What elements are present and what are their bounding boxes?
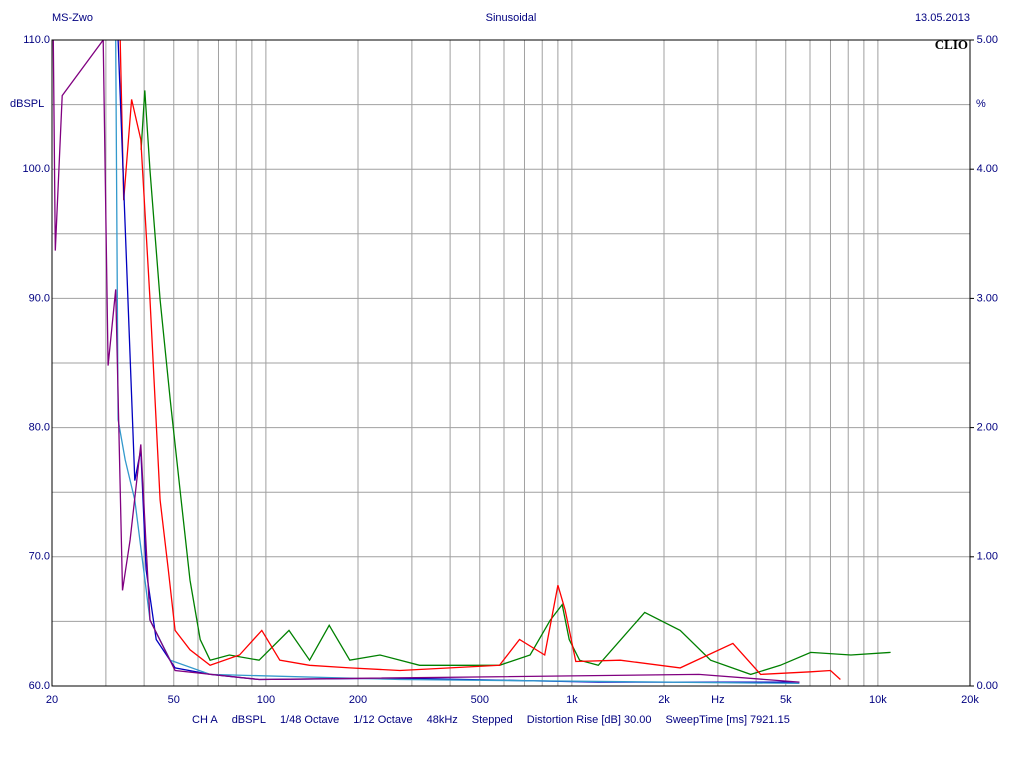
x-tick-label: 200: [349, 694, 367, 706]
logo: CLIO: [935, 37, 968, 52]
footer-item: 1/12 Octave: [353, 714, 412, 726]
series-line: [140, 90, 891, 676]
plot-frame: [51, 39, 971, 687]
footer-item: Distortion Rise [dB] 30.00: [527, 714, 652, 726]
y-axis-label: dBSPL: [10, 98, 44, 110]
y-tick-label: 80.0: [29, 422, 50, 434]
x-tick-label: 50: [168, 694, 180, 706]
y-tick-label: 70.0: [29, 551, 50, 563]
x-tick-label: 1k: [566, 694, 578, 706]
x-tick-label: 20: [46, 694, 58, 706]
date: 13.05.2013: [915, 12, 970, 24]
series-line: [52, 40, 800, 683]
y-tick-label: 110.0: [23, 34, 50, 46]
x-tick-label: Hz: [711, 694, 724, 706]
x-tick-label: 500: [471, 694, 489, 706]
grid: [51, 39, 971, 687]
x-tick-label: 10k: [869, 694, 887, 706]
footer-item: dBSPL: [232, 714, 266, 726]
footer: CH A dBSPL 1/48 Octave 1/12 Octave 48kHz Step…: [192, 714, 790, 726]
y2-tick-label: 3.00: [977, 292, 998, 304]
x-tick-label: 20k: [961, 694, 979, 706]
x-tick-label: 2k: [658, 694, 670, 706]
y2-tick-label: 4.00: [977, 163, 998, 175]
y2-axis-label: %: [976, 98, 986, 110]
y-tick-label: 60.0: [29, 680, 50, 692]
footer-item: 1/48 Octave: [280, 714, 339, 726]
header-left: MS-Zwo: [52, 12, 93, 24]
x-tick-label: 5k: [780, 694, 792, 706]
y2-tick-label: 1.00: [977, 551, 998, 563]
series-group: [52, 40, 891, 685]
series-line: [119, 40, 841, 680]
footer-item: SweepTime [ms] 7921.15: [666, 714, 790, 726]
x-tick-label: 100: [257, 694, 275, 706]
y2-tick-label: 2.00: [977, 422, 998, 434]
y2-tick-label: 0.00: [977, 680, 998, 692]
footer-item: 48kHz: [427, 714, 458, 726]
y-tick-label: 100.0: [22, 163, 50, 175]
y2-tick-label: 5.00: [977, 34, 998, 46]
chart-title: Sinusoidal: [486, 12, 537, 24]
footer-item: CH A: [192, 714, 218, 726]
y-tick-label: 90.0: [29, 292, 50, 304]
footer-item: Stepped: [472, 714, 513, 726]
